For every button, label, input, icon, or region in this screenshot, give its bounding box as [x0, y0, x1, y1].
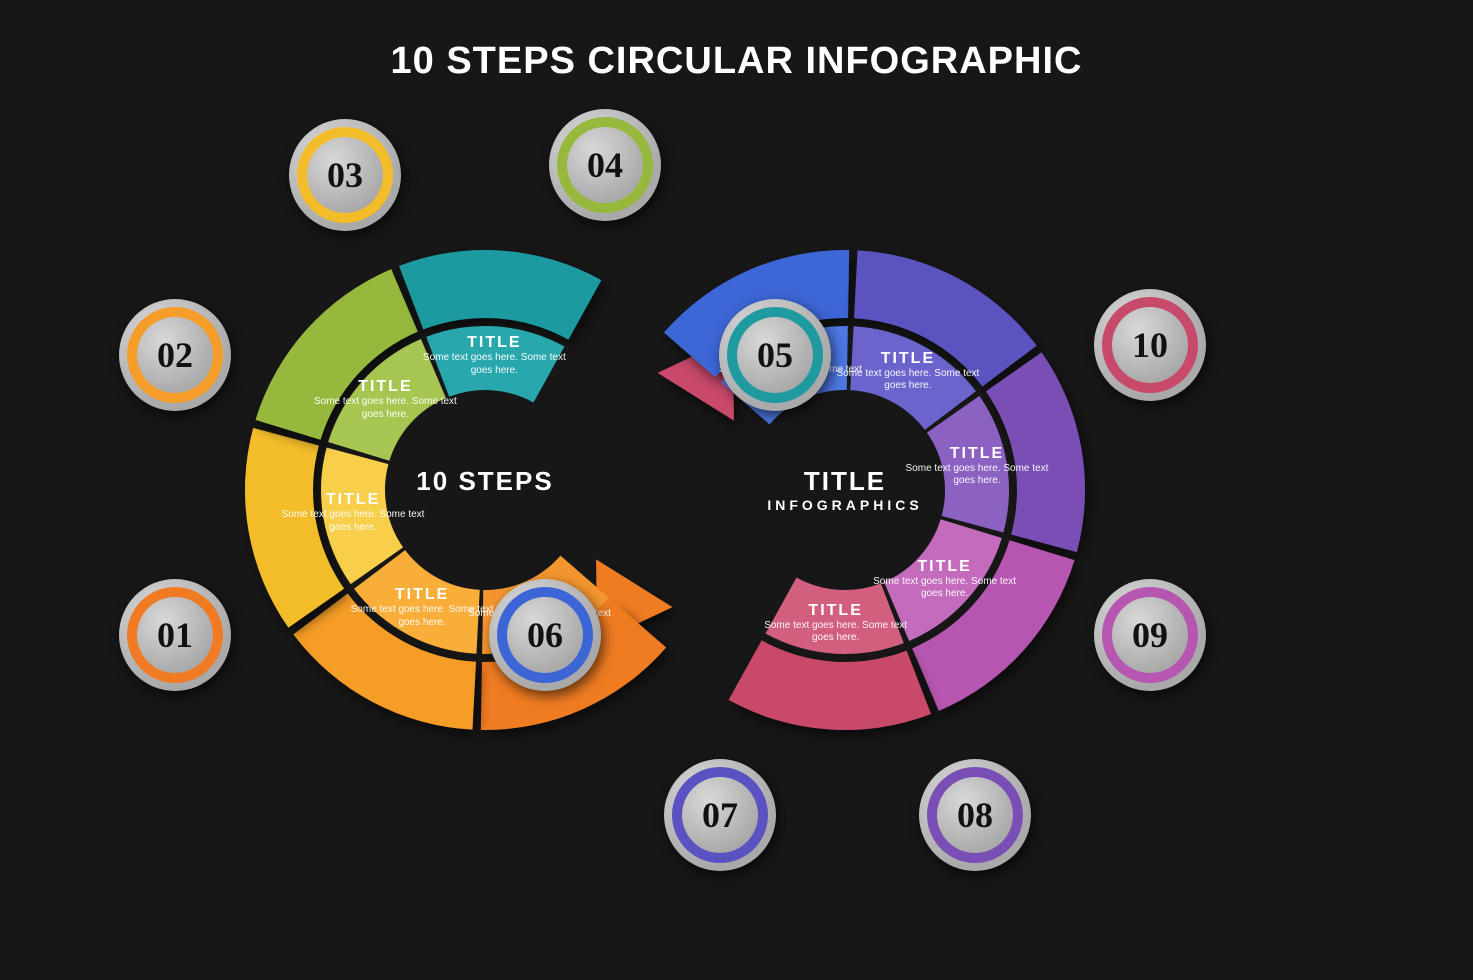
- segment-inner-05: [426, 326, 564, 403]
- segment-outer-05: [399, 250, 601, 340]
- step-badge-04: 04: [549, 109, 661, 221]
- left-center-label: 10 STEPS: [385, 466, 585, 497]
- step-badge-08: 08: [919, 759, 1031, 871]
- left-center-text: 10 STEPS: [416, 466, 553, 496]
- step-badge-05: 05: [719, 299, 831, 411]
- right-center-sub: INFOGRAPHICS: [745, 497, 945, 513]
- badge-number-08: 08: [919, 759, 1031, 871]
- badge-number-05: 05: [719, 299, 831, 411]
- right-center-title: TITLE: [804, 466, 886, 496]
- badge-number-07: 07: [664, 759, 776, 871]
- step-badge-09: 09: [1094, 579, 1206, 691]
- step-badge-01: 01: [119, 579, 231, 691]
- infographic-stage: TITLE Some text goes here. Some text goe…: [0, 0, 1473, 980]
- badge-number-02: 02: [119, 299, 231, 411]
- badge-number-09: 09: [1094, 579, 1206, 691]
- step-badge-10: 10: [1094, 289, 1206, 401]
- step-badge-03: 03: [289, 119, 401, 231]
- step-badge-06: 06: [489, 579, 601, 691]
- right-center-label: TITLE INFOGRAPHICS: [745, 466, 945, 513]
- badge-number-10: 10: [1094, 289, 1206, 401]
- badge-number-01: 01: [119, 579, 231, 691]
- badge-number-04: 04: [549, 109, 661, 221]
- segment-inner-10: [765, 577, 903, 654]
- badge-number-06: 06: [489, 579, 601, 691]
- badge-number-03: 03: [289, 119, 401, 231]
- step-badge-02: 02: [119, 299, 231, 411]
- step-badge-07: 07: [664, 759, 776, 871]
- segment-outer-10: [729, 640, 931, 730]
